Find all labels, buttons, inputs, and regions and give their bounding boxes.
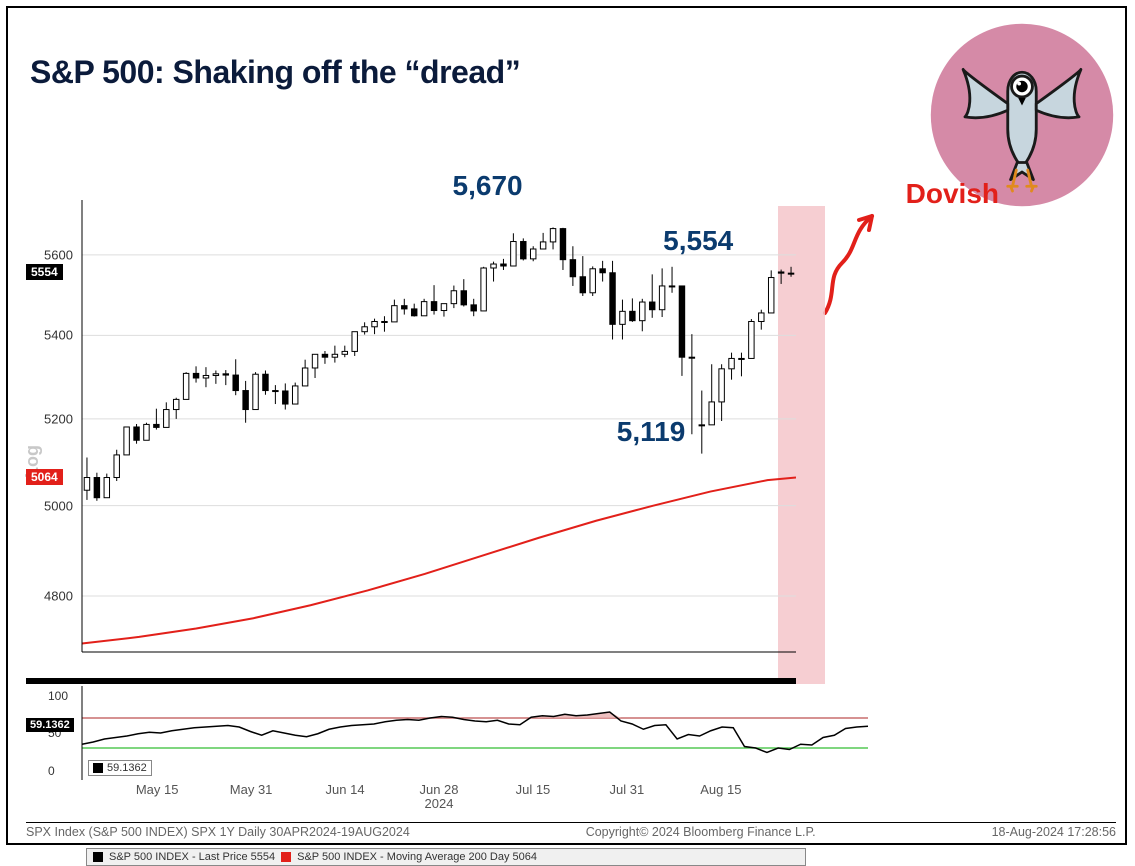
rsi-legend: 59.1362 <box>88 760 152 776</box>
rsi-panel: 050100 59.1362 59.1362 <box>26 686 868 780</box>
price-chart: Log 48005000520054005600 55545064 5,6705… <box>26 200 796 678</box>
footer-center: Copyright© 2024 Bloomberg Finance L.P. <box>586 825 816 839</box>
price-annotation: 5,670 <box>453 170 523 202</box>
price-annotation: 5,554 <box>663 225 733 257</box>
footer-left: SPX Index (S&P 500 INDEX) SPX 1Y Daily 3… <box>26 825 410 839</box>
page-title: S&P 500: Shaking off the “dread” <box>30 54 520 91</box>
footer-right: 18-Aug-2024 17:28:56 <box>992 825 1116 839</box>
footer: SPX Index (S&P 500 INDEX) SPX 1Y Daily 3… <box>26 822 1116 839</box>
slide-frame: S&P 500: Shaking off the “dread” <box>6 6 1127 845</box>
price-annotation: 5,119 <box>617 416 686 448</box>
panel-separator <box>26 678 796 684</box>
dovish-label: Dovish <box>906 178 999 210</box>
y_flag_ma: 5064 <box>26 469 63 485</box>
y_flag_current: 5554 <box>26 264 63 280</box>
rsi-current-flag: 59.1362 <box>26 718 74 732</box>
x-axis-ticks: May 15May 31Jun 14Jun 282024Jul 15Jul 31… <box>66 782 872 802</box>
dovish-arrow <box>817 208 887 318</box>
